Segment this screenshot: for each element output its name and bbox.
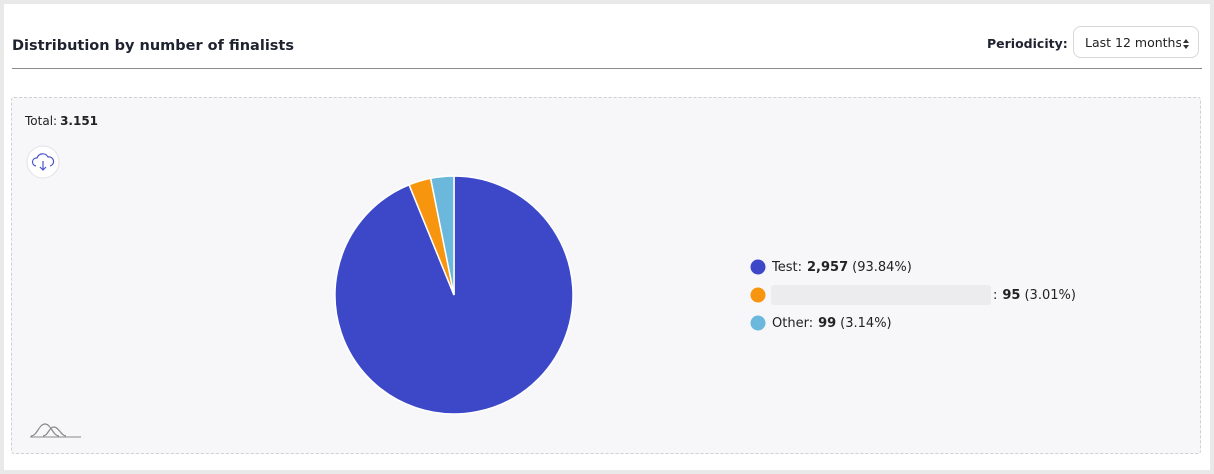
chart: Test: 2,957 (93.84%): 95 (3.01%)Other: 99 (3.1… — [26, 145, 1076, 438]
legend-name: Other — [772, 316, 810, 331]
legend-swatch — [750, 259, 766, 275]
total-value: 3.151 — [60, 114, 99, 128]
total-label: Total: — [25, 114, 58, 128]
redacted-label — [771, 285, 991, 305]
legend-percent: (3.14%) — [840, 316, 891, 331]
total: Total: 3.151 — [25, 114, 98, 128]
legend-value: 2,957 — [807, 260, 848, 275]
section-title: Distribution by number of finalists — [12, 38, 294, 54]
legend-swatch — [750, 287, 766, 303]
legend-percent: (3.01%) — [1024, 288, 1075, 303]
legend-separator: : — [993, 288, 997, 303]
periodicity-label: Periodicity: — [987, 36, 1068, 51]
chart-panel: Total: 3.151 Test: 2,957 (93.84%):95 (3.01%)… — [11, 97, 1201, 454]
legend-label: :95 (3.01%) — [993, 288, 1076, 303]
download-button[interactable] — [26, 145, 60, 179]
legend-label: Test: 2,957 (93.84%) — [771, 260, 912, 275]
select-arrows — [1183, 39, 1189, 49]
periodicity-select[interactable]: Last 12 months — [1073, 26, 1199, 58]
legend-percent: (93.84%) — [852, 260, 912, 275]
legend-separator: : — [798, 260, 802, 275]
chart-type-icon[interactable] — [30, 423, 81, 438]
legend-swatch — [750, 315, 766, 331]
legend-name: Test — [771, 260, 798, 275]
legend-separator: : — [809, 316, 813, 331]
divider — [12, 68, 1202, 69]
legend-value: 99 — [818, 316, 836, 331]
legend-label: Other: 99 (3.14%) — [772, 316, 892, 331]
legend-value: 95 — [1002, 288, 1020, 303]
periodicity-value: Last 12 months — [1085, 35, 1181, 50]
pie-slice — [429, 175, 455, 296]
